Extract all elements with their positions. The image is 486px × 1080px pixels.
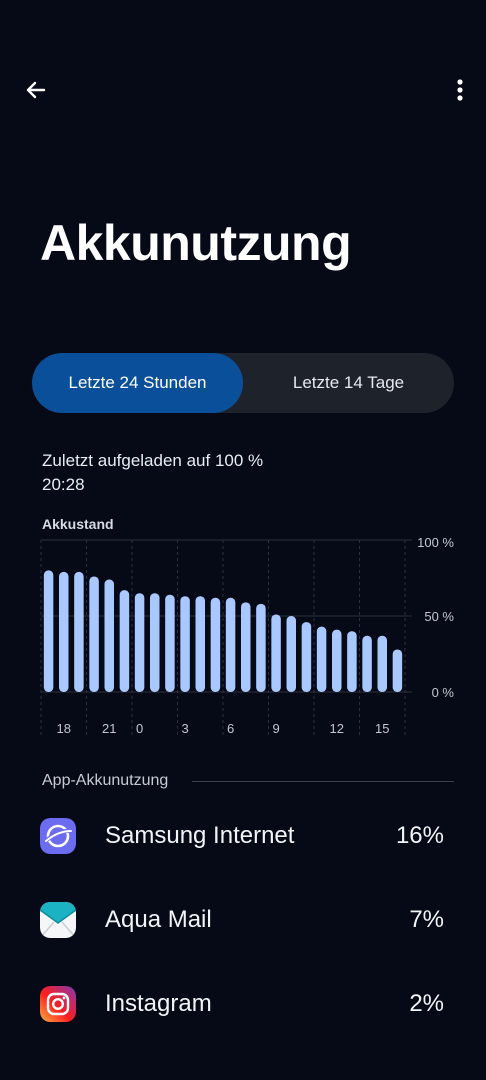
battery-level-chart: 100 % 50 % 0 % 18 21 0 3 6 9 12 15 bbox=[40, 535, 455, 738]
last-charged-info: Zuletzt aufgeladen auf 100 % 20:28 bbox=[42, 449, 263, 497]
battery-bar bbox=[377, 635, 387, 692]
back-button[interactable] bbox=[16, 72, 56, 108]
samsung-internet-icon bbox=[40, 818, 76, 854]
battery-bar bbox=[59, 571, 69, 692]
battery-bar bbox=[180, 596, 190, 692]
app-row-samsung-internet[interactable]: Samsung Internet 16% bbox=[0, 806, 486, 866]
battery-bar bbox=[362, 635, 372, 692]
last-charged-text: Zuletzt aufgeladen auf 100 % bbox=[42, 451, 264, 470]
y-tick-label: 100 % bbox=[417, 535, 454, 550]
back-arrow-icon bbox=[26, 81, 46, 99]
battery-bar bbox=[241, 602, 251, 692]
battery-bar bbox=[271, 614, 281, 692]
app-usage-section-label: App-Akkunutzung bbox=[42, 772, 169, 789]
x-tick-label: 3 bbox=[181, 721, 188, 736]
battery-bar bbox=[119, 590, 130, 692]
x-tick-label: 6 bbox=[227, 721, 234, 736]
battery-bar bbox=[286, 616, 296, 692]
battery-bar bbox=[301, 622, 312, 692]
battery-bar bbox=[225, 597, 236, 692]
tab-last-24-hours[interactable]: Letzte 24 Stunden bbox=[32, 353, 243, 413]
instagram-icon bbox=[40, 986, 76, 1022]
y-tick-label: 0 % bbox=[432, 685, 455, 700]
top-app-bar bbox=[0, 60, 486, 120]
y-tick-label: 50 % bbox=[424, 609, 454, 624]
battery-bar bbox=[316, 626, 327, 692]
app-name: Aqua Mail bbox=[105, 906, 212, 933]
app-row-instagram[interactable]: Instagram 2% bbox=[0, 974, 486, 1034]
more-options-button[interactable] bbox=[446, 72, 474, 108]
app-name: Samsung Internet bbox=[105, 822, 295, 849]
battery-bar bbox=[392, 649, 403, 692]
app-row-aqua-mail[interactable]: Aqua Mail 7% bbox=[0, 890, 486, 950]
x-tick-label: 18 bbox=[57, 721, 71, 736]
app-usage-percent: 16% bbox=[395, 822, 444, 849]
chart-title: Akkustand bbox=[42, 516, 114, 532]
battery-bar bbox=[256, 603, 266, 692]
battery-bar bbox=[332, 629, 342, 692]
page-title: Akkunutzung bbox=[40, 215, 352, 271]
time-range-selector: Letzte 24 Stunden Letzte 14 Tage bbox=[32, 353, 454, 413]
battery-bar bbox=[150, 593, 160, 692]
x-tick-label: 21 bbox=[102, 721, 116, 736]
battery-bar bbox=[134, 593, 145, 692]
x-tick-label: 9 bbox=[272, 721, 279, 736]
battery-bar bbox=[210, 597, 221, 692]
battery-bar bbox=[74, 571, 84, 692]
aqua-mail-icon bbox=[40, 902, 76, 938]
app-name: Instagram bbox=[105, 990, 212, 1017]
x-tick-label: 0 bbox=[136, 721, 143, 736]
last-charged-time: 20:28 bbox=[42, 475, 85, 494]
app-usage-percent: 7% bbox=[409, 906, 444, 933]
x-tick-label: 15 bbox=[375, 721, 389, 736]
battery-bar bbox=[104, 579, 114, 692]
app-usage-percent: 2% bbox=[409, 990, 444, 1017]
battery-bar bbox=[165, 594, 175, 692]
tab-last-14-days[interactable]: Letzte 14 Tage bbox=[292, 373, 405, 392]
battery-bar bbox=[89, 576, 99, 692]
more-vert-icon bbox=[457, 79, 463, 101]
x-tick-label: 12 bbox=[330, 721, 344, 736]
battery-bar bbox=[347, 631, 357, 692]
battery-bar bbox=[43, 570, 54, 692]
section-divider bbox=[192, 781, 454, 782]
battery-bar bbox=[195, 596, 205, 692]
